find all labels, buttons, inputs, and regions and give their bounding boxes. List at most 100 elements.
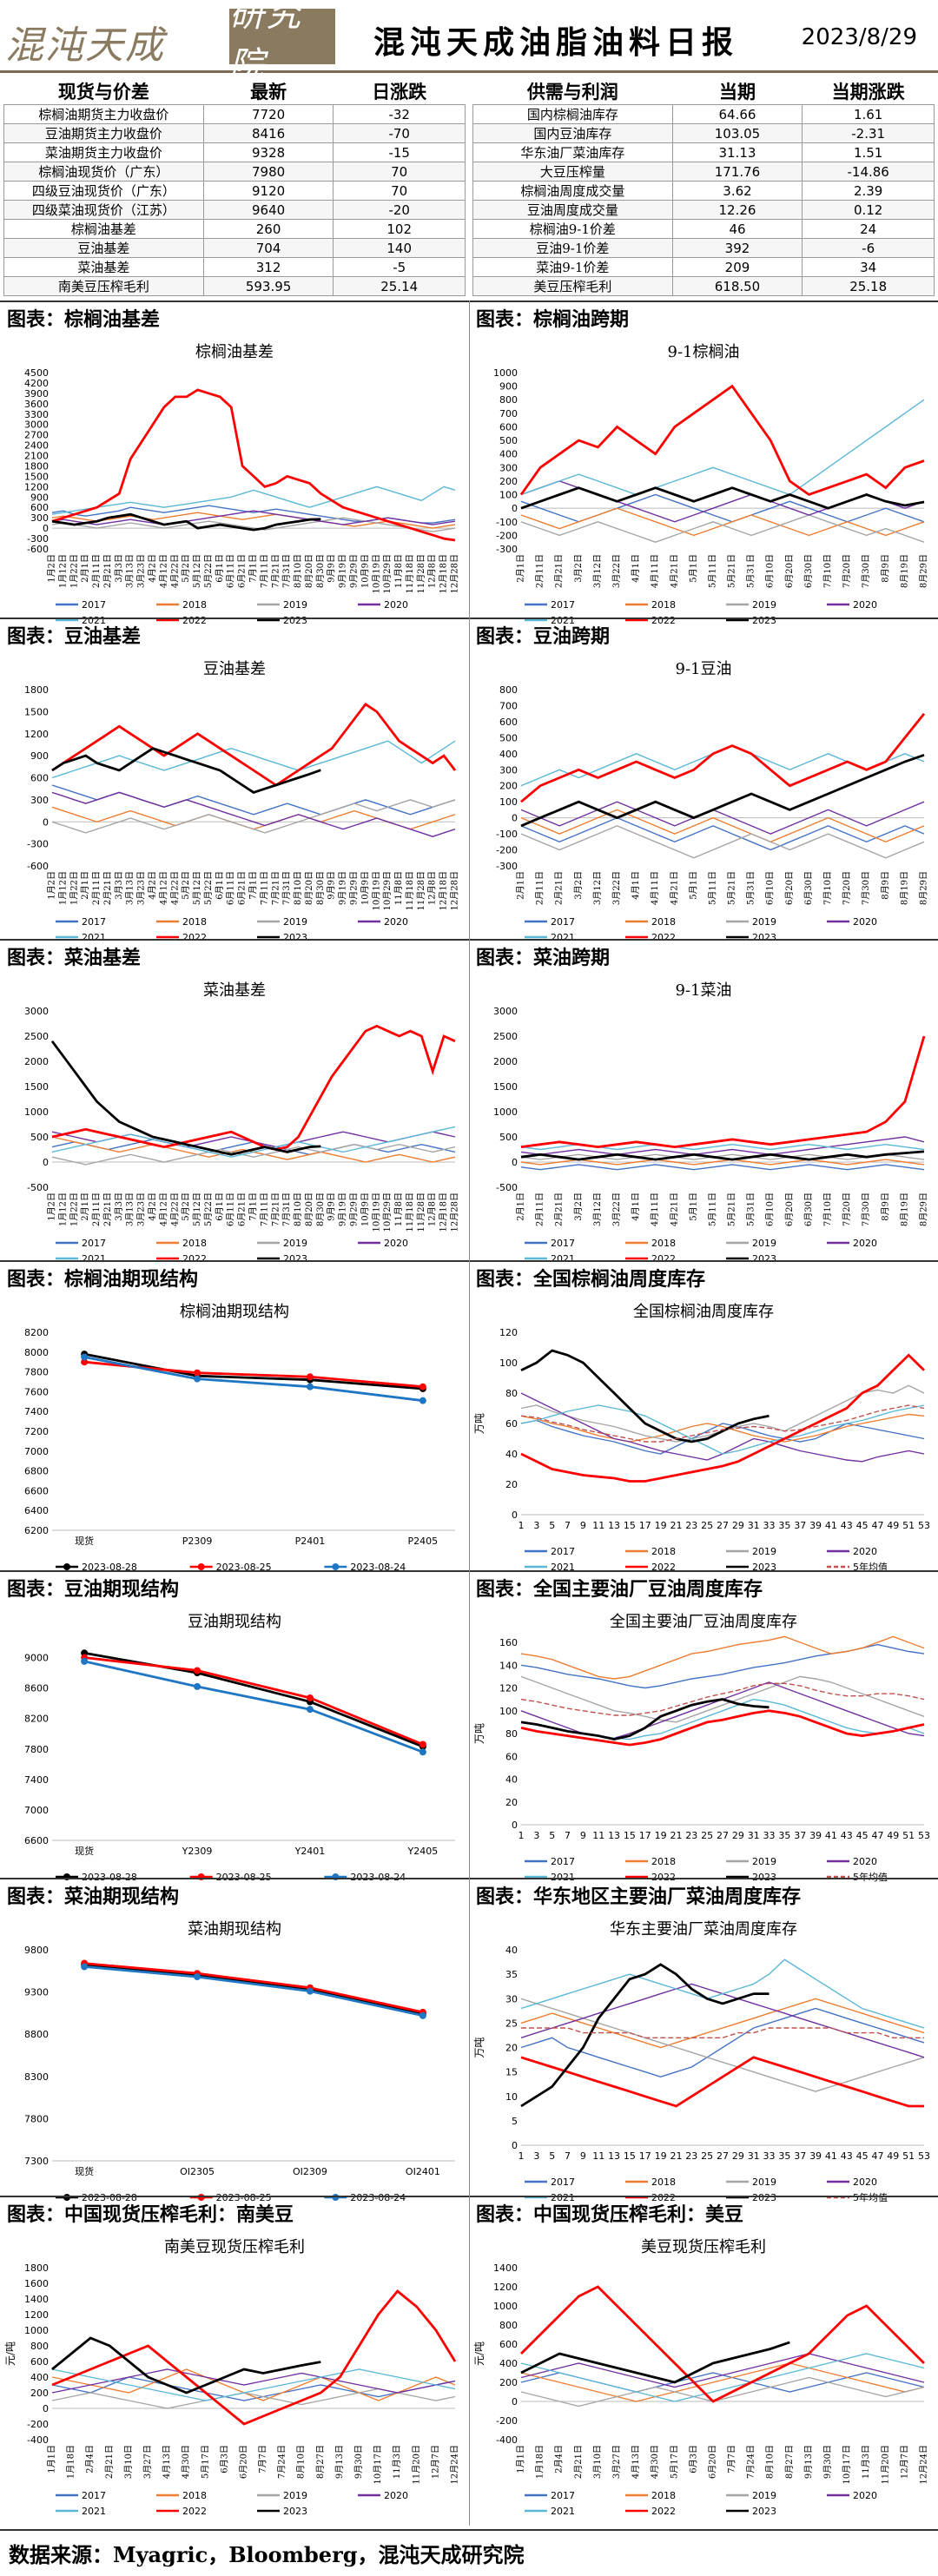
legend-label: 2020 (384, 599, 408, 611)
x-tick-label: 5月31日 (746, 554, 756, 588)
x-tick-label: 11月28日 (416, 554, 426, 593)
x-tick-label: 6月21日 (237, 554, 248, 588)
y-tick-label: 0 (43, 2403, 49, 2414)
palm_basis-chart: 棕榈油基差-600-300030060090012001500180021002… (24, 343, 460, 626)
row-label: 美豆压榨毛利 (472, 276, 673, 296)
x-tick-label: 9 (580, 2150, 586, 2162)
y-axis-label: 万吨 (473, 2037, 486, 2057)
rape_spread-panel: 9-1菜油 -500 0 500 1000 1500 2000 2500 3000 2月1日 2月1… (471, 973, 936, 1272)
x-tick-label: 3月23日 (136, 871, 147, 905)
y-tick-label: 3900 (24, 388, 49, 400)
legend-label: 2019 (752, 1238, 776, 1249)
x-tick-label: 23 (685, 2150, 697, 2162)
x-tick-label: 3月3日 (114, 1192, 124, 1221)
section-title: 图表：全国主要油厂豆油周度库存 (476, 1578, 763, 1601)
x-tick-label: 19 (655, 1520, 667, 1531)
legend-label: 2022 (182, 2506, 207, 2517)
x-tick-label: 9月9日 (327, 1192, 337, 1221)
x-tick-label: 25 (701, 1520, 713, 1531)
x-tick-label: 2月1日 (80, 871, 90, 900)
y-tick-label: 0 (512, 2140, 518, 2151)
table-header: 最新 (203, 78, 334, 105)
x-tick-label: 1月22日 (69, 871, 79, 905)
series-line (51, 2289, 457, 2426)
y-tick-label: 200 (499, 781, 518, 792)
x-tick-label: 13 (608, 1520, 620, 1531)
x-tick-label: 37 (794, 2150, 806, 2162)
chart-title: 南美豆现货压榨毛利 (164, 2238, 305, 2256)
x-tick-label: 2月11日 (535, 871, 545, 905)
x-tick-label: 7月31日 (281, 871, 292, 905)
y-tick-label: 7800 (24, 2113, 49, 2124)
series-line (521, 2027, 924, 2039)
table-row: 菜油期货主力收盘价 9328 -15 (3, 142, 466, 162)
x-tick-label: 12月7日 (899, 2445, 909, 2479)
x-tick-label: 15 (624, 1520, 636, 1531)
legend-label: 2021 (82, 2506, 106, 2517)
legend-label: 2023-08-28 (82, 1562, 137, 1573)
legend-label: 2019 (752, 1546, 776, 1557)
y-tick-label: 30 (505, 1993, 518, 2005)
y-tick-label: 1000 (24, 1106, 49, 1118)
row-label: 四级菜油现货价（江苏） (3, 200, 204, 220)
x-tick-label: 6月21日 (237, 1192, 248, 1226)
x-tick-label: 43 (841, 1520, 853, 1531)
x-tick-label: 10月17日 (842, 2445, 852, 2484)
value-cell: 46 (671, 219, 803, 239)
legend-label: 2023-08-28 (82, 2192, 137, 2203)
y-tick-label: -300 (27, 839, 49, 850)
x-tick-label: 43 (841, 2150, 853, 2162)
y-tick-label: 500 (30, 1132, 49, 1143)
table-row: 棕榈油现货价（广东） 7980 70 (3, 162, 466, 182)
y-tick-label: -200 (496, 2415, 518, 2427)
x-tick-label: 11月8日 (393, 871, 404, 905)
x-tick-label: 7月10日 (822, 554, 833, 588)
x-tick-label: 9月13日 (803, 2445, 814, 2479)
x-tick-label: 6月1日 (215, 554, 225, 583)
x-tick-label: 5月11日 (707, 871, 717, 905)
value-cell: 12.26 (671, 200, 803, 220)
x-tick-label: 6月20日 (707, 2445, 717, 2479)
y-tick-label: 0 (43, 523, 49, 534)
y-tick-label: 1500 (493, 1081, 518, 1093)
x-tick-label: 53 (918, 1520, 930, 1531)
table-row: 菜油基差 312 -5 (3, 257, 466, 277)
x-tick-label: 7 (565, 1520, 571, 1531)
x-tick-label: 6月20日 (784, 1192, 795, 1226)
x-tick-label: 6月3日 (688, 2445, 698, 2474)
y-tick-label: 7400 (24, 1774, 49, 1786)
series-line (51, 806, 456, 830)
change-cell: -20 (333, 200, 466, 220)
x-tick-label: 5 (549, 1830, 555, 1841)
series-line (520, 514, 925, 543)
y-tick-label: -300 (27, 533, 49, 545)
x-tick-label: Y2401 (294, 1846, 326, 1857)
soy_structure-panel: 豆油期现结构 6600 7000 7400 7800 8200 8600 9000 现货 Y230… (2, 1604, 467, 1891)
x-tick-label: 9月30日 (822, 2445, 833, 2479)
row-label: 豆油期货主力收盘价 (3, 123, 204, 143)
section-title: 图表：棕榈油期现结构 (7, 1268, 199, 1291)
x-tick-label: 8月9日 (880, 871, 890, 900)
x-tick-label: 9月30日 (353, 2445, 364, 2479)
legend-label: 2017 (551, 2490, 575, 2501)
table-row: 华东油厂菜油库存 31.13 1.51 (472, 142, 935, 162)
x-tick-label: 49 (887, 1830, 899, 1841)
series-line (51, 747, 321, 794)
x-tick-label: 3月2日 (573, 554, 584, 583)
legend-label: 2017 (82, 1238, 106, 1249)
legend-label: 2022 (182, 932, 207, 943)
report-header: 混沌天成 研究院 混沌天成油脂油料日报 2023/8/29 (0, 0, 938, 85)
x-tick-label: 4月21日 (669, 554, 679, 588)
data-point (306, 1706, 314, 1714)
x-tick-label: 6月20日 (784, 554, 795, 588)
x-tick-label: 8月9日 (880, 554, 890, 583)
x-tick-label: 37 (794, 1830, 806, 1841)
x-tick-label: 5月22日 (203, 1192, 214, 1226)
x-tick-label: 10月29日 (382, 1192, 393, 1232)
x-tick-label: 10月29日 (382, 871, 393, 910)
x-tick-label: 2月11日 (91, 1192, 102, 1226)
x-tick-label: 29 (732, 1520, 744, 1531)
x-tick-label: 11月18日 (405, 554, 415, 593)
x-tick-label: 8月29日 (919, 871, 929, 905)
